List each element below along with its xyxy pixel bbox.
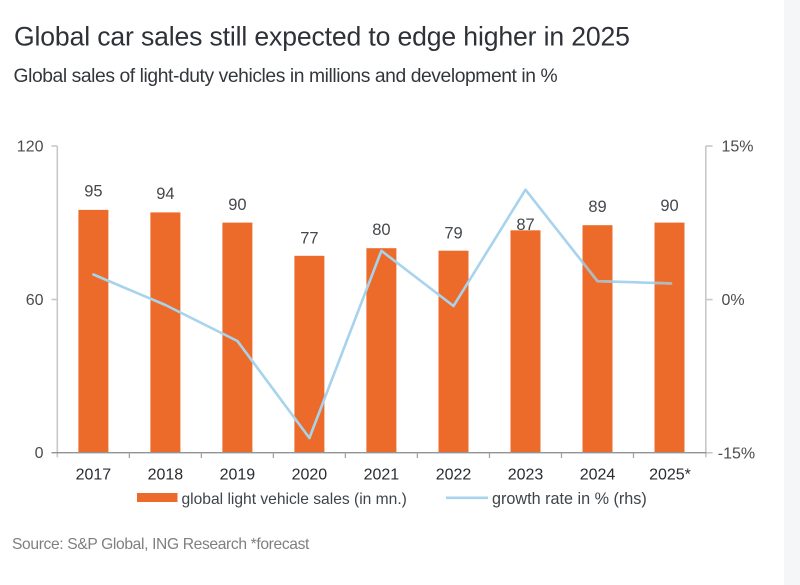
svg-text:growth rate in % (rhs): growth rate in % (rhs) — [492, 490, 647, 508]
svg-text:15%: 15% — [722, 139, 754, 156]
svg-text:global light vehicle sales (in: global light vehicle sales (in mn.) — [182, 491, 407, 508]
svg-text:90: 90 — [228, 196, 246, 214]
svg-text:2019: 2019 — [220, 467, 256, 484]
svg-text:120: 120 — [17, 139, 44, 156]
svg-text:77: 77 — [300, 230, 318, 248]
svg-text:94: 94 — [156, 185, 174, 203]
svg-text:90: 90 — [660, 197, 678, 215]
svg-text:-15%: -15% — [718, 445, 755, 462]
svg-text:Global car sales still expecte: Global car sales still expected to edge … — [14, 21, 630, 51]
svg-text:87: 87 — [516, 216, 534, 234]
svg-text:2023: 2023 — [508, 467, 544, 484]
svg-text:2025*: 2025* — [649, 467, 691, 484]
svg-text:2017: 2017 — [76, 467, 112, 484]
svg-text:Global sales of light-duty veh: Global sales of light-duty vehicles in m… — [14, 66, 558, 87]
svg-text:2024: 2024 — [580, 467, 616, 484]
svg-text:Source: S&P Global, ING Resear: Source: S&P Global, ING Research *foreca… — [12, 536, 310, 553]
svg-text:2021: 2021 — [364, 467, 400, 484]
svg-text:2020: 2020 — [292, 467, 328, 484]
svg-text:60: 60 — [26, 292, 44, 309]
svg-text:2018: 2018 — [148, 467, 184, 484]
svg-text:95: 95 — [84, 182, 102, 200]
svg-text:0: 0 — [35, 445, 44, 462]
svg-text:89: 89 — [588, 198, 606, 216]
svg-text:80: 80 — [372, 221, 390, 239]
svg-text:79: 79 — [444, 224, 462, 242]
svg-text:2022: 2022 — [436, 467, 472, 484]
svg-text:0%: 0% — [722, 292, 745, 309]
